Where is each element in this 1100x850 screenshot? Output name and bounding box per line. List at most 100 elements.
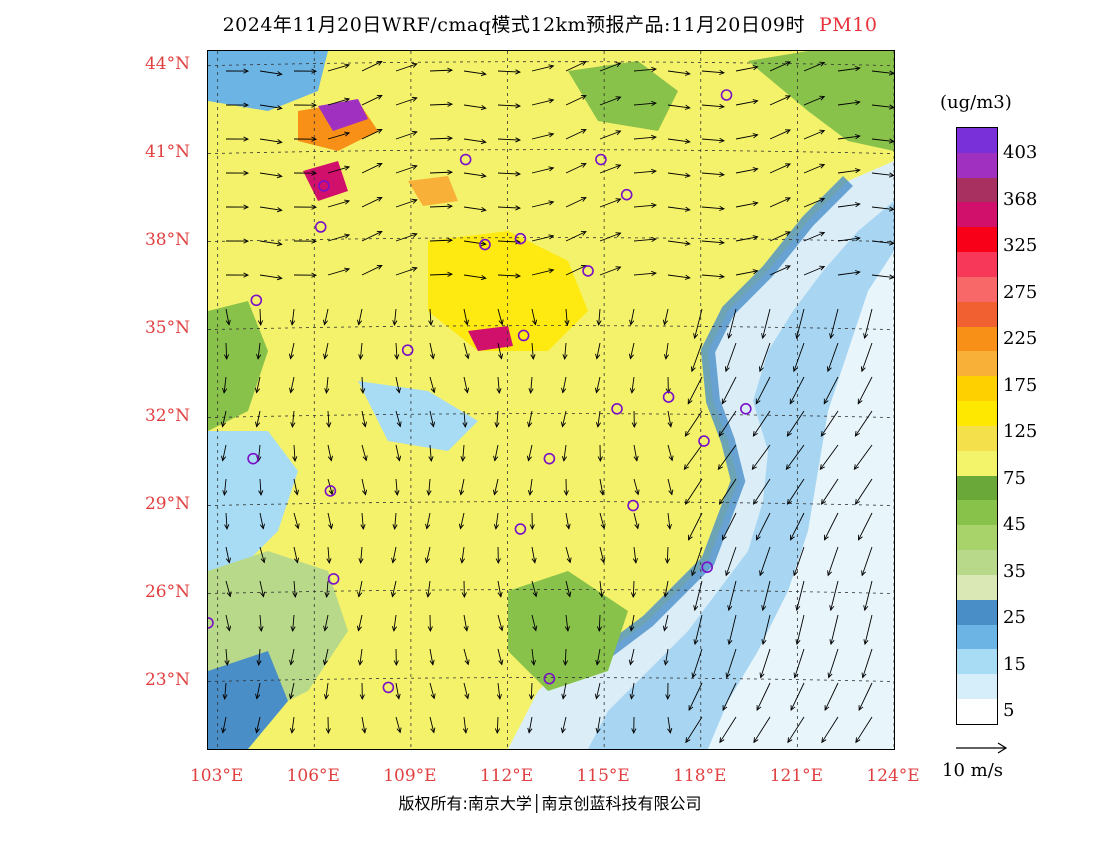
colorbar-swatch: [957, 425, 997, 451]
wind-arrow: [854, 478, 873, 505]
city-marker-icon: [698, 435, 710, 447]
west-region-b: [208, 431, 298, 571]
wind-arrow: [429, 135, 454, 141]
wind-arrow: [663, 580, 669, 598]
colorbar-label: 325: [1003, 235, 1038, 256]
wind-arrow: [718, 478, 737, 505]
wind-arrow: [667, 206, 691, 212]
wind-arrow: [322, 308, 329, 326]
wind-arrow: [596, 308, 602, 326]
wind-arrow: [701, 205, 725, 212]
wind-arrow: [463, 376, 470, 394]
wind-arrow: [361, 478, 368, 496]
colorbar-label: 35: [1003, 560, 1026, 582]
city-marker-icon: [543, 452, 556, 465]
wind-arrow: [361, 128, 383, 140]
wind-arrow: [565, 580, 572, 598]
wind-arrow: [565, 61, 587, 72]
wind-arrow: [225, 170, 250, 176]
wind-arrow: [225, 238, 250, 244]
wind-arrow: [531, 166, 555, 174]
wind-arrow: [531, 308, 538, 326]
wind-arrow: [395, 266, 418, 276]
wind-arrow: [752, 410, 771, 437]
wind-arrow: [527, 716, 533, 734]
wind-arrow: [857, 376, 873, 405]
latitude-gridline: [208, 149, 894, 155]
wind-arrow: [395, 444, 402, 462]
wind-arrow: [293, 272, 318, 278]
colorbar-label: 175: [1003, 374, 1038, 396]
wind-arrow: [688, 512, 703, 541]
wind-arrow: [793, 648, 805, 679]
north-region-a: [208, 51, 328, 111]
wind-arrow: [727, 580, 737, 612]
wind-arrow: [395, 164, 418, 174]
wind-arrow: [497, 308, 504, 326]
wind-arrow: [633, 202, 657, 209]
wind-arrow: [459, 478, 465, 496]
wind-arrow: [725, 648, 737, 679]
colorbar-swatch: [957, 574, 997, 600]
wind-arrow: [395, 198, 418, 208]
wind-arrow: [225, 272, 250, 278]
city-marker-icon: [479, 238, 491, 251]
wind-arrow: [531, 546, 537, 564]
wind-arrow: [735, 201, 759, 208]
wind-arrow: [595, 648, 601, 666]
wind-arrow: [361, 230, 383, 242]
north-region-b: [568, 61, 678, 131]
city-marker-icon: [720, 89, 733, 101]
city-marker-icon: [740, 402, 752, 415]
wind-arrow: [662, 308, 669, 326]
wind-arrow: [761, 614, 771, 646]
wind-arrow: [225, 546, 231, 564]
wind-arrow: [769, 265, 791, 276]
wind-arrow: [225, 204, 250, 210]
wind-arrow: [595, 716, 601, 734]
wind-arrow: [735, 99, 759, 106]
wind-arrow: [599, 266, 622, 276]
wind-arrow: [565, 546, 572, 564]
wind-arrow: [293, 204, 318, 210]
wind-arrow: [629, 308, 635, 326]
wind-arrow: [837, 236, 861, 242]
latitude-label: 23°N: [144, 669, 190, 690]
city-marker-icon: [247, 452, 259, 465]
wind-arrow: [594, 682, 601, 700]
wind-arrow: [429, 237, 454, 243]
wind-arrow: [225, 580, 232, 598]
wind-arrow: [327, 267, 351, 276]
hotspot-central: [468, 326, 513, 351]
colorbar-label: 75: [1003, 467, 1026, 489]
wind-arrow: [664, 546, 671, 565]
colorbar-label: 403: [1003, 142, 1038, 163]
wind-arrow: [493, 512, 499, 530]
colorbar-label: 15: [1003, 653, 1026, 675]
longitude-label: 109°E: [383, 766, 437, 786]
wind-arrow: [871, 138, 894, 144]
wind-arrow: [735, 65, 759, 72]
wind-arrow: [803, 61, 826, 72]
wind-arrow: [693, 614, 703, 646]
colorbar-swatch: [957, 500, 997, 526]
wind-arrow: [429, 716, 436, 734]
latitude-gridline: [208, 501, 894, 506]
wind-arrow: [463, 682, 470, 700]
forecast-map: [207, 50, 895, 750]
wind-arrow: [497, 273, 522, 279]
wind-arrow: [425, 512, 431, 530]
wind-arrow: [564, 308, 570, 326]
wind-arrow: [691, 546, 703, 577]
wind-arrow: [527, 478, 533, 496]
wind-arrow: [361, 162, 383, 174]
graticule: [208, 51, 894, 749]
wind-arrow: [356, 614, 363, 632]
legend-unit: (ug/m3): [940, 92, 1012, 113]
wind-arrow: [495, 546, 501, 565]
wind-arrow: [752, 478, 771, 505]
wind-arrow: [688, 682, 703, 712]
wind-arrow: [667, 70, 691, 76]
wind-arrow: [633, 512, 640, 530]
wind-arrow: [667, 716, 673, 734]
